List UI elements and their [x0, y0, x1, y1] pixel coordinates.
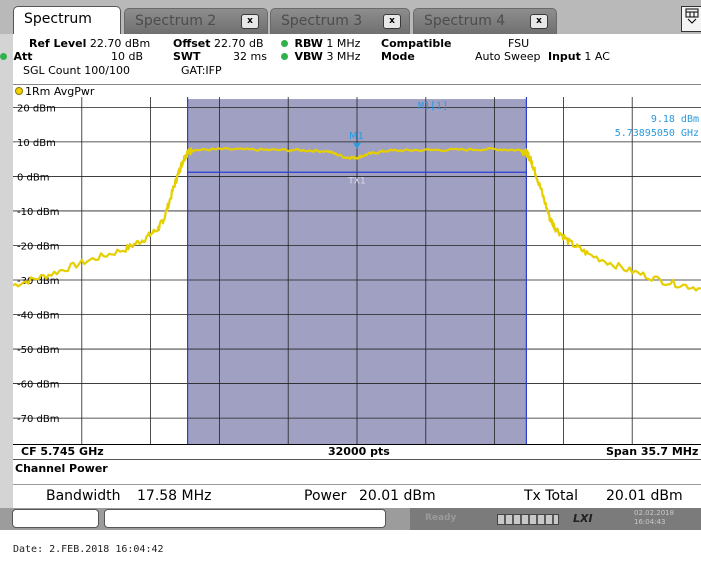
- ref-level: Ref Level 22.70 dBm: [29, 37, 150, 50]
- date-stamp: Date: 2.FEB.2018 16:04:42: [13, 544, 164, 555]
- trace-indicator-icon: [15, 87, 23, 95]
- tab-bar: Spectrum Spectrum 2 x Spectrum 3 x Spect…: [0, 0, 701, 34]
- channel-power-table: Channel Power Bandwidth 17.58 MHz Power …: [13, 459, 701, 508]
- bandwidth-label: Bandwidth: [46, 488, 121, 504]
- tx-total-value: 20.01 dBm: [606, 488, 683, 504]
- input: Input 1 AC: [548, 50, 610, 63]
- power-value: 20.01 dBm: [359, 488, 436, 504]
- indicator-dot: [0, 53, 7, 60]
- rbw-value: 1 MHz: [326, 37, 361, 50]
- rbw-label: RBW: [294, 37, 323, 50]
- settings-header: Ref Level 22.70 dBm Offset 22.70 dB RBW …: [0, 34, 701, 84]
- status-field-1[interactable]: [12, 509, 99, 528]
- trace-line: [13, 146, 701, 292]
- ref-level-value: 22.70 dBm: [89, 37, 151, 50]
- close-icon[interactable]: x: [383, 14, 401, 29]
- marker-level: 9.18 dBm: [651, 114, 699, 125]
- indicator-dot: [281, 53, 288, 60]
- tx-total-label: Tx Total: [524, 488, 578, 504]
- vbw-label: VBW: [294, 50, 323, 63]
- channel-label: TX1: [347, 176, 365, 186]
- tab-spectrum[interactable]: Spectrum: [13, 6, 121, 34]
- result-row: Bandwidth 17.58 MHz Power 20.01 dBm Tx T…: [13, 484, 701, 509]
- mode-label: Mode: [381, 50, 415, 63]
- tab-label: Spectrum 3: [281, 13, 363, 29]
- trace-label: 1Rm AvgPwr: [25, 85, 95, 98]
- y-tick-label: -20 dBm: [17, 241, 59, 252]
- att: Att: [0, 50, 33, 63]
- marker-label: M1: [349, 131, 364, 142]
- sgl-count: SGL Count 100/100: [23, 64, 130, 77]
- swt-label: SWT: [173, 50, 201, 63]
- att-value: 10 dB: [111, 50, 144, 63]
- marker-readout-label: M1[1]: [418, 101, 448, 112]
- y-tick-label: -40 dBm: [17, 311, 59, 322]
- offset-value: 22.70 dB: [214, 37, 264, 50]
- mode-value: Auto Sweep: [475, 50, 541, 63]
- spectrum-plot: TX1 20 dBm 10 dBm 0 dBm -10 dBm -20 dBm -30 dB…: [13, 97, 701, 444]
- lxi-icon: LXI: [573, 512, 593, 525]
- diagram-footer: CF 5.745 GHz 32000 pts Span 35.7 MHz: [13, 444, 701, 459]
- input-value: 1 AC: [584, 50, 610, 63]
- result-title: Channel Power: [15, 462, 108, 475]
- gate-status: GAT:IFP: [181, 64, 222, 77]
- indicator-dot: [281, 40, 288, 47]
- swt-value: 32 ms: [233, 50, 267, 63]
- close-icon[interactable]: x: [241, 14, 259, 29]
- progress-indicator: [497, 514, 559, 525]
- span: Span 35.7 MHz: [606, 445, 699, 458]
- display-config-icon[interactable]: [681, 6, 701, 32]
- spectrum-diagram[interactable]: TX1 20 dBm 10 dBm 0 dBm -10 dBm -20 dBm -30 dB…: [13, 97, 701, 444]
- compatible-value: FSU: [508, 37, 530, 50]
- marker-icon[interactable]: [353, 142, 361, 149]
- trace-info: 1Rm AvgPwr: [13, 84, 701, 98]
- offset-label: Offset: [173, 37, 211, 50]
- input-label: Input: [548, 50, 581, 63]
- compatible-label: Compatible: [381, 37, 452, 50]
- y-tick-label: -30 dBm: [17, 276, 59, 287]
- y-tick-label: 10 dBm: [17, 138, 56, 149]
- y-tick-label: 0 dBm: [17, 172, 50, 183]
- tab-label: Spectrum 2: [135, 13, 217, 29]
- vbw-value: 3 MHz: [326, 50, 361, 63]
- bandwidth-value: 17.58 MHz: [137, 488, 212, 504]
- y-tick-label: -70 dBm: [17, 414, 59, 425]
- vbw: VBW 3 MHz: [281, 50, 360, 63]
- status-bar: Ready LXI 02.02.2018 16:04:43: [0, 508, 701, 530]
- status-field-2[interactable]: [104, 509, 386, 528]
- close-icon[interactable]: x: [530, 14, 548, 29]
- att-label: Att: [13, 50, 33, 63]
- tab-label: Spectrum 4: [424, 13, 506, 29]
- marker-frequency: 5.73895050 GHz: [615, 128, 699, 139]
- y-tick-label: -60 dBm: [17, 380, 59, 391]
- analyzer-window: Spectrum Spectrum 2 x Spectrum 3 x Spect…: [0, 0, 701, 508]
- y-tick-label: -50 dBm: [17, 345, 59, 356]
- tab-label: Spectrum: [24, 11, 92, 27]
- offset: Offset 22.70 dB: [173, 37, 264, 50]
- y-tick-label: 20 dBm: [17, 103, 56, 114]
- ref-level-label: Ref Level: [29, 37, 87, 50]
- tab-spectrum-4[interactable]: Spectrum 4 x: [413, 8, 557, 34]
- tab-spectrum-3[interactable]: Spectrum 3 x: [270, 8, 410, 34]
- status-datetime: 02.02.2018 16:04:43: [634, 509, 675, 526]
- center-frequency: CF 5.745 GHz: [21, 445, 104, 458]
- y-tick-label: -10 dBm: [17, 207, 59, 218]
- power-label: Power: [304, 488, 347, 504]
- sweep-points: 32000 pts: [328, 445, 390, 458]
- tab-spectrum-2[interactable]: Spectrum 2 x: [124, 8, 268, 34]
- ready-indicator: Ready: [425, 513, 457, 523]
- rbw: RBW 1 MHz: [281, 37, 360, 50]
